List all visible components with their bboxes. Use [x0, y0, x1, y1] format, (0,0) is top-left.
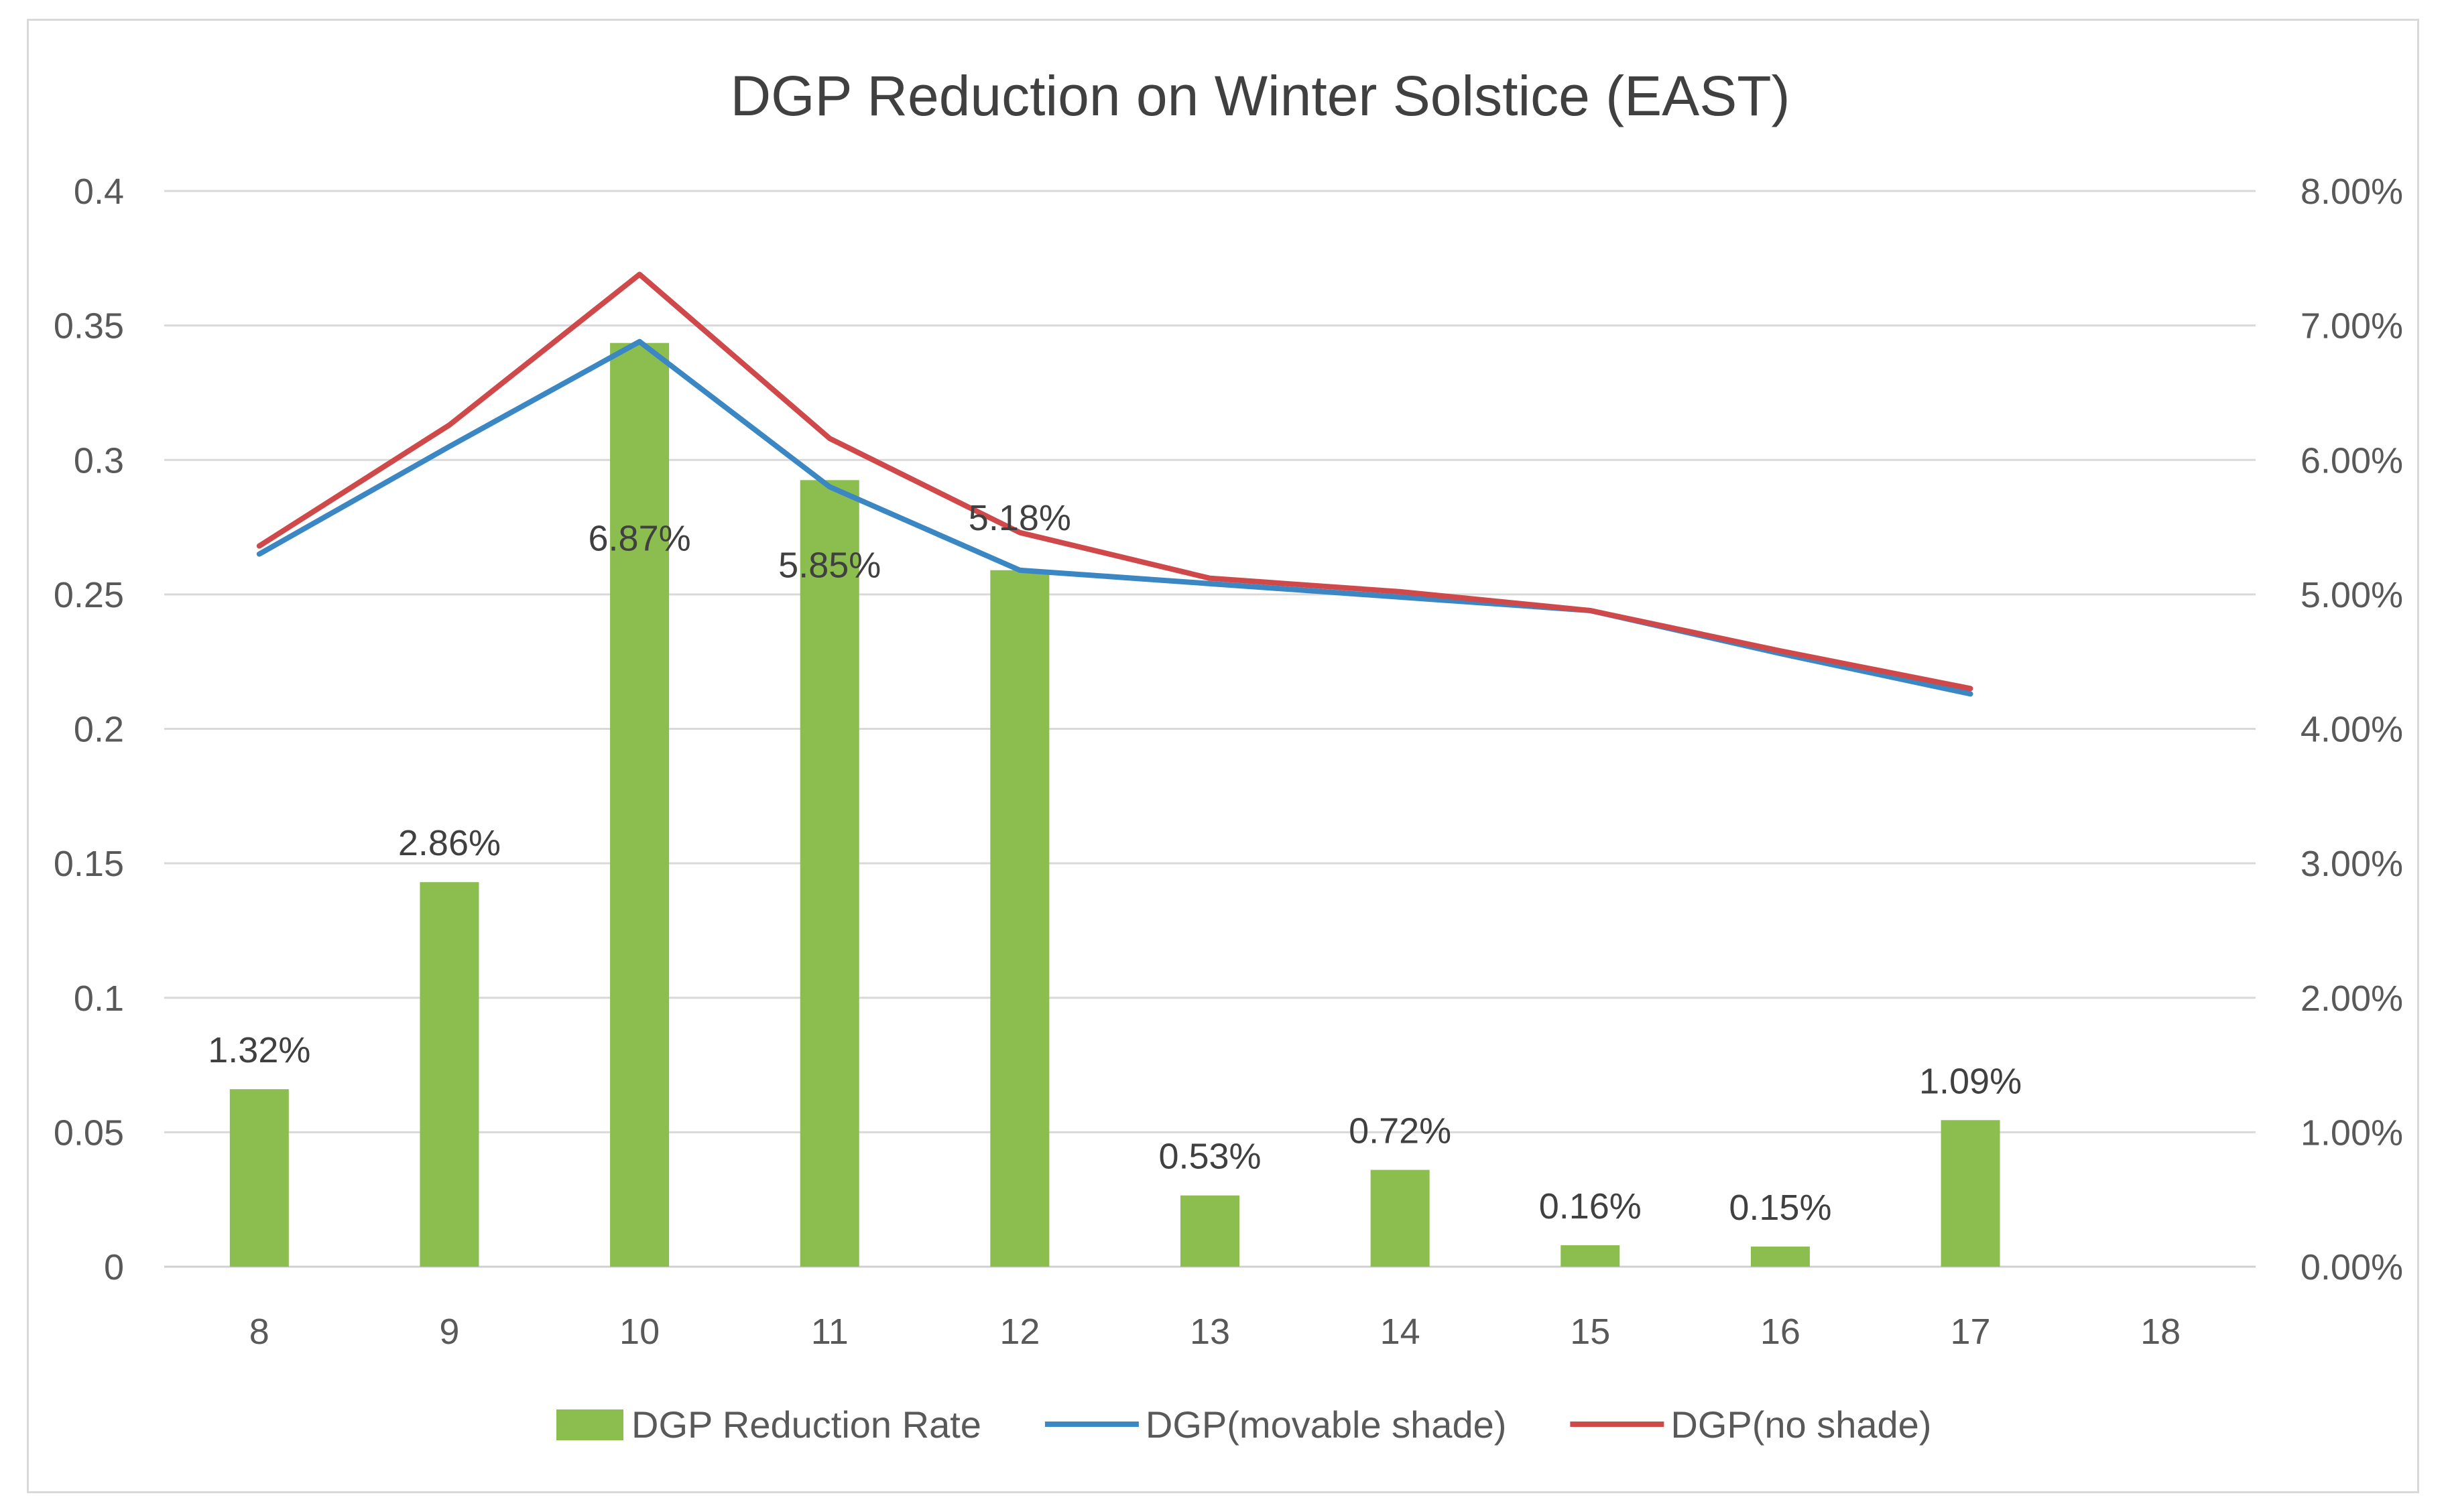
bar-data-label: 5.18% [969, 498, 1071, 538]
bar [229, 1089, 289, 1267]
chart-title: DGP Reduction on Winter Solstice (EAST) [730, 64, 1790, 127]
x-tick-label: 13 [1190, 1312, 1230, 1352]
bar [1370, 1170, 1430, 1267]
left-axis-ticks: 0 0.05 0.1 0.15 0.2 0.25 0.3 0.35 0.4 [54, 172, 124, 1287]
left-tick-label: 0.3 [74, 440, 124, 481]
left-tick-label: 0.15 [54, 844, 124, 884]
x-tick-label: 14 [1380, 1312, 1420, 1352]
right-tick-label: 0.00% [2301, 1247, 2403, 1287]
bar-data-label: 0.53% [1158, 1137, 1261, 1177]
bar-data-label: 0.72% [1349, 1111, 1451, 1151]
x-tick-label: 11 [811, 1312, 849, 1352]
bar [420, 882, 479, 1267]
bar [1180, 1195, 1239, 1267]
legend: DGP Reduction Rate DGP(movable shade) DGP(… [556, 1403, 1931, 1446]
left-tick-label: 0.1 [74, 979, 124, 1019]
x-tick-label: 9 [439, 1312, 459, 1352]
legend-label: DGP(movable shade) [1146, 1403, 1506, 1446]
right-tick-label: 5.00% [2301, 575, 2403, 615]
x-tick-label: 15 [1570, 1312, 1610, 1352]
right-tick-label: 6.00% [2301, 440, 2403, 481]
left-tick-label: 0 [104, 1247, 124, 1287]
bar-data-label: 1.32% [208, 1030, 310, 1070]
x-tick-label: 8 [249, 1312, 269, 1352]
x-tick-label: 18 [2140, 1312, 2181, 1352]
left-tick-label: 0.2 [74, 710, 124, 750]
bar [610, 342, 670, 1267]
series-line [256, 338, 1973, 697]
x-tick-label: 12 [999, 1312, 1040, 1352]
bar-data-label: 0.15% [1729, 1188, 1831, 1228]
left-tick-label: 0.35 [54, 306, 124, 346]
x-axis-ticks: 8 9 10 11 12 13 14 15 16 17 18 [249, 1312, 2181, 1352]
left-tick-label: 0.4 [74, 172, 124, 212]
right-tick-label: 8.00% [2301, 172, 2403, 212]
bar [800, 480, 859, 1267]
x-tick-label: 10 [619, 1312, 660, 1352]
series-line [256, 271, 1973, 692]
right-tick-label: 3.00% [2301, 844, 2403, 884]
bar-data-label: 6.87% [589, 519, 691, 559]
legend-label: DGP Reduction Rate [631, 1403, 981, 1446]
bar-series [229, 342, 2000, 1267]
bar-data-labels: 1.32% 2.86% 6.87% 5.85% 5.18% 0.53% 0.72% 0.16%… [208, 498, 2022, 1228]
right-tick-label: 2.00% [2301, 979, 2403, 1019]
right-tick-label: 4.00% [2301, 710, 2403, 750]
bar [1941, 1120, 2000, 1267]
right-axis-ticks: 0.00% 1.00% 2.00% 3.00% 4.00% 5.00% 6.00% 7.00%… [2301, 172, 2403, 1287]
bar [1561, 1245, 1620, 1267]
bar [1750, 1246, 1810, 1267]
legend-swatch [556, 1409, 623, 1440]
bar-data-label: 1.09% [1919, 1061, 2022, 1101]
bar [990, 570, 1050, 1267]
left-tick-label: 0.25 [54, 575, 124, 615]
bar-data-label: 0.16% [1539, 1186, 1642, 1226]
gridlines [164, 190, 2256, 1268]
right-tick-label: 1.00% [2301, 1113, 2403, 1153]
x-tick-label: 17 [1951, 1312, 1991, 1352]
legend-label: DGP(no shade) [1670, 1403, 1931, 1446]
bar-data-label: 2.86% [398, 823, 501, 863]
x-tick-label: 16 [1760, 1312, 1800, 1352]
bar-data-label: 5.85% [778, 545, 881, 585]
right-tick-label: 7.00% [2301, 306, 2403, 346]
line-series [256, 271, 1973, 697]
left-tick-label: 0.05 [54, 1113, 124, 1153]
